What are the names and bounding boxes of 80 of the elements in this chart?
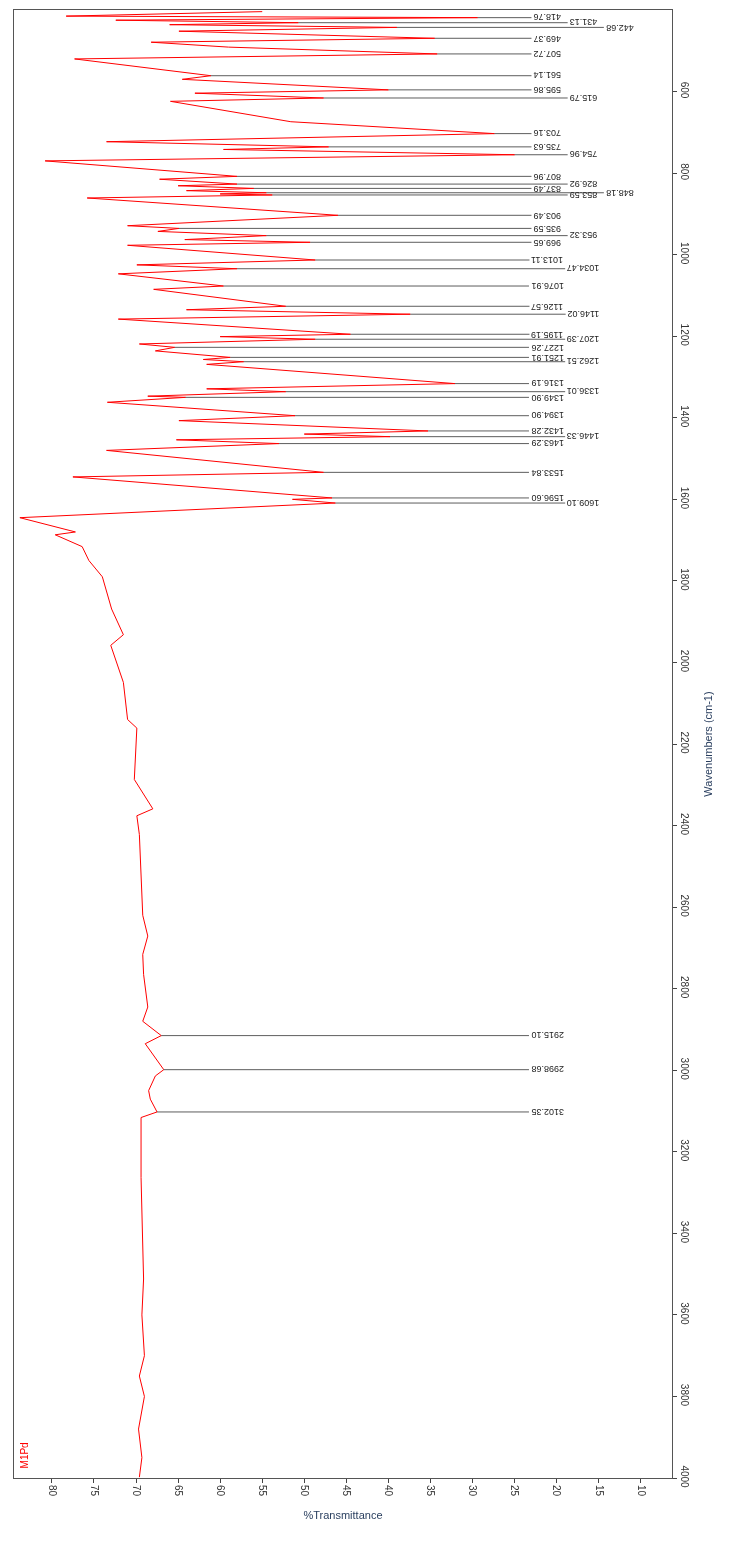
x-tick-label: 80 [46,1485,58,1497]
annotation: 1227.26 [531,342,564,353]
annotation: 442.68 [606,22,634,33]
x-tick-label: 65 [172,1485,184,1497]
annotation: 1336.01 [566,386,600,397]
x-tick-label: 50 [299,1485,311,1497]
y-tick-label: 2200 [679,731,690,755]
y-tick-label: 2000 [679,649,690,673]
y-tick-label: 1200 [679,323,690,347]
annotation: 826.92 [569,179,598,190]
annotation: 735.63 [533,141,561,152]
annotation: 1609.10 [566,498,600,509]
x-tick-label: 35 [425,1485,437,1497]
annotation: 1195.19 [531,329,563,340]
x-tick-label: 60 [214,1485,226,1497]
annotation: 2915.10 [531,1030,564,1041]
annotation: 1316.19 [531,378,564,389]
annotation: 595.86 [533,84,561,95]
annotation: 431.13 [569,17,598,28]
y-tick-label: 800 [679,163,690,181]
annotation: 1463.29 [531,438,564,449]
x-tick-label: 45 [341,1485,353,1497]
annotation: 1262.51 [566,356,600,367]
x-tick-label: 70 [130,1485,142,1497]
annotation: M1Pd [19,1442,31,1469]
y-tick-label: 2800 [679,976,690,999]
y-tick-label: 1600 [679,486,690,510]
y-tick-label: 1400 [679,405,690,428]
x-tick-label: 30 [467,1485,479,1497]
annotation: 953.32 [569,230,598,241]
y-tick-label: 3200 [679,1139,690,1162]
y-axis-title: Wavenumbers (cm-1) [702,691,715,797]
annotation: 2998.68 [531,1064,564,1075]
annotation: 853.59 [569,189,598,200]
annotation: 1533.84 [531,467,564,478]
annotation: 754.96 [569,149,598,160]
x-tick-label: 55 [256,1485,268,1497]
annotation: 1076.91 [531,281,564,292]
y-tick-label: 3000 [679,1057,690,1081]
annotation: 1251.91 [531,352,564,363]
x-tick-label: 10 [635,1485,647,1497]
annotation: 561.14 [533,70,561,81]
annotation: 848.18 [606,187,634,198]
y-tick-label: 1800 [679,568,690,591]
annotation: 1207.39 [566,334,600,345]
annotation: 703.16 [533,128,561,139]
annotation: 1013.11 [531,255,563,266]
annotation: 903.49 [533,210,561,221]
y-tick-label: 3600 [679,1302,690,1325]
x-tick-label: 75 [88,1485,100,1497]
annotation: 1146.02 [567,309,600,320]
annotation: 418.76 [533,12,561,23]
annotation: 1432.28 [531,425,564,436]
x-tick-label: 15 [593,1485,605,1497]
annotation: 507.72 [533,48,561,59]
annotation: 837.49 [533,183,561,194]
x-tick-label: 25 [509,1485,521,1497]
annotation: 1446.33 [566,431,600,442]
y-tick-label: 2600 [679,894,690,918]
annotation: 1034.47 [566,263,600,274]
annotation: 935.59 [533,223,561,234]
x-tick-label: 40 [383,1485,395,1497]
annotation: 3102.35 [531,1106,564,1117]
y-tick-label: 3400 [679,1220,690,1244]
x-tick-label: 20 [551,1485,563,1497]
y-tick-label: 3800 [679,1383,690,1407]
annotation: 615.79 [569,92,598,103]
annotation: 1596.60 [531,492,564,503]
y-tick-label: 4000 [679,1465,690,1489]
x-axis-title: %Transmittance [303,1508,383,1521]
y-tick-label: 600 [679,81,690,99]
annotation: 1394.90 [531,410,564,421]
y-tick-label: 2400 [679,812,690,836]
annotation: 1126.57 [531,301,563,312]
annotation: 807.96 [533,171,561,182]
annotation: 969.65 [533,237,561,248]
y-tick-label: 1000 [679,242,690,265]
line-series [19,11,516,1478]
annotation: 469.37 [533,33,561,44]
annotation: 1349.90 [531,392,564,403]
